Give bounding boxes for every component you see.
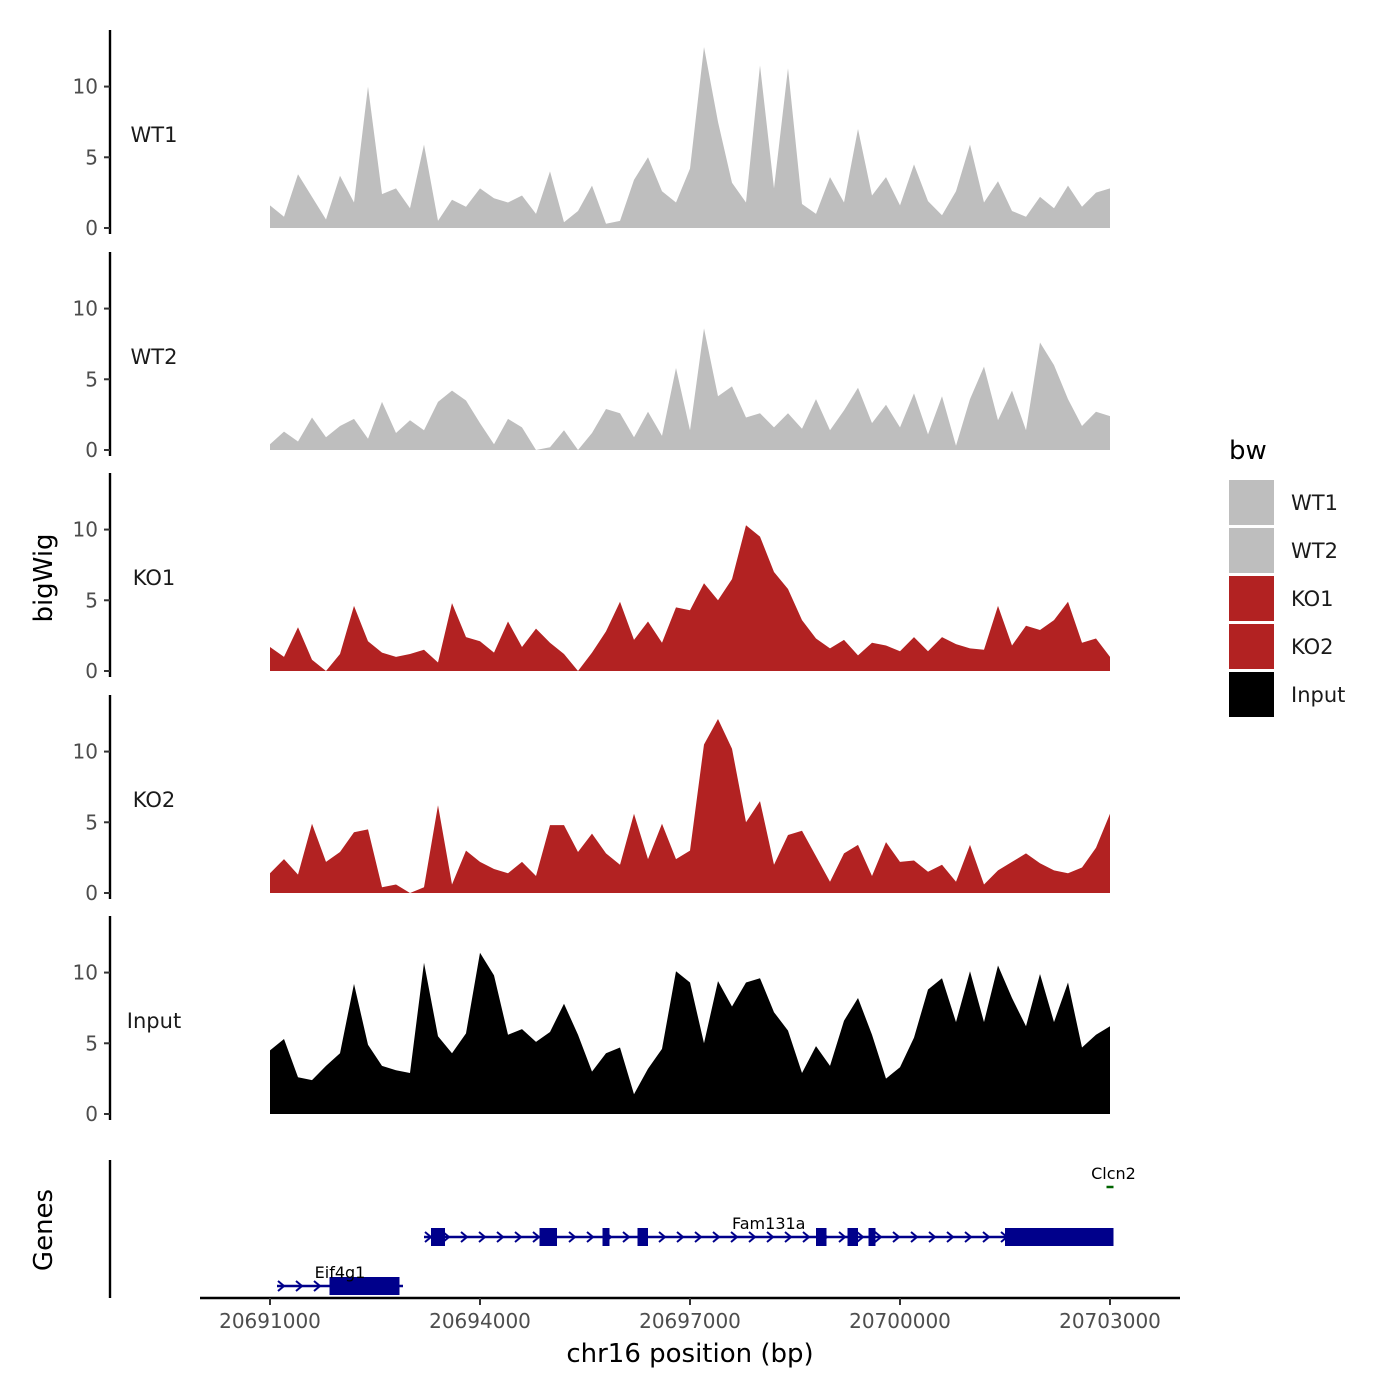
y-axis-title: bigWig <box>29 533 59 622</box>
strand-chevron <box>964 1231 973 1243</box>
y-tick-label: 0 <box>85 1102 98 1126</box>
x-tick-label: 20691000 <box>219 1309 321 1333</box>
gene-eif4g1: Eif4g1 <box>277 1263 403 1295</box>
legend-label-ko1: KO1 <box>1291 587 1334 611</box>
track-label-ko1: KO1 <box>133 566 176 590</box>
track-area-ko2 <box>270 719 1110 893</box>
genes-panel: Eif4g1 Fam131a Clcn2 <box>108 1160 1136 1298</box>
y-tick-label: 0 <box>85 881 98 905</box>
strand-chevron <box>277 1280 286 1292</box>
exon <box>539 1228 557 1246</box>
y-tick-label: 10 <box>73 961 98 985</box>
y-tick-label: 5 <box>85 145 98 169</box>
track-ko1: 0 5 10 KO1 <box>73 473 1110 683</box>
track-wt2: 0 5 10 WT2 <box>73 252 1110 462</box>
strand-chevron <box>748 1231 757 1243</box>
track-area-wt1 <box>270 47 1110 228</box>
strand-chevron <box>586 1231 595 1243</box>
track-wt1: 0 5 10 WT1 <box>73 30 1110 240</box>
strand-chevron <box>514 1231 523 1243</box>
strand-chevron <box>856 1231 865 1243</box>
track-ko2: 0 5 10 KO2 <box>73 695 1110 905</box>
gene-clcn2: Clcn2 <box>1091 1164 1136 1189</box>
y-tick-label: 0 <box>85 659 98 683</box>
strand-chevron <box>496 1231 505 1243</box>
strand-chevron <box>730 1231 739 1243</box>
exon <box>847 1228 858 1246</box>
exon <box>816 1228 827 1246</box>
track-label-input: Input <box>127 1009 181 1033</box>
strand-chevron <box>622 1231 631 1243</box>
strand-chevron <box>910 1231 919 1243</box>
gene-label-eif4g1: Eif4g1 <box>315 1263 366 1282</box>
x-tick-label: 20697000 <box>639 1309 741 1333</box>
legend-label-wt1: WT1 <box>1291 491 1338 515</box>
exon <box>868 1228 876 1246</box>
track-label-ko2: KO2 <box>133 788 176 812</box>
genes-axis-title: Genes <box>29 1189 59 1271</box>
gene-label-clcn2: Clcn2 <box>1091 1164 1136 1183</box>
x-axis-title: chr16 position (bp) <box>566 1339 813 1369</box>
legend-title: bw <box>1229 436 1267 466</box>
legend-key-input <box>1229 672 1274 717</box>
y-tick-label: 5 <box>85 367 98 391</box>
strand-chevron <box>460 1231 469 1243</box>
y-tick-label: 0 <box>85 438 98 462</box>
y-tick-label: 5 <box>85 810 98 834</box>
track-label-wt2: WT2 <box>131 345 178 369</box>
strand-chevron <box>784 1231 793 1243</box>
legend-key-wt1 <box>1229 480 1274 525</box>
track-input: 0 5 10 Input <box>73 916 1110 1126</box>
y-tick-label: 10 <box>73 75 98 99</box>
strand-chevron <box>874 1231 883 1243</box>
strand-chevron <box>568 1231 577 1243</box>
strand-chevron <box>313 1280 322 1292</box>
x-tick-label: 20700000 <box>849 1309 951 1333</box>
track-area-input <box>270 952 1110 1114</box>
y-tick-label: 10 <box>73 297 98 321</box>
strand-chevron <box>658 1231 667 1243</box>
legend-key-ko2 <box>1229 624 1274 669</box>
legend-key-ko1 <box>1229 576 1274 621</box>
strand-chevron <box>928 1231 937 1243</box>
legend-label-input: Input <box>1291 683 1345 707</box>
strand-chevron <box>766 1231 775 1243</box>
legend-label-wt2: WT2 <box>1291 539 1338 563</box>
track-area-ko1 <box>270 525 1110 671</box>
strand-chevron <box>694 1231 703 1243</box>
strand-chevron <box>712 1231 721 1243</box>
strand-chevron <box>478 1231 487 1243</box>
strand-chevron <box>892 1231 901 1243</box>
strand-chevron <box>295 1280 304 1292</box>
strand-chevron <box>838 1231 847 1243</box>
x-tick-label: 20694000 <box>429 1309 531 1333</box>
x-axis: 20691000 20694000 20697000 20700000 20703000 <box>200 1296 1180 1333</box>
exon <box>1005 1228 1114 1246</box>
track-label-wt1: WT1 <box>131 123 178 147</box>
legend: bw WT1 WT2 KO1 KO2 Input <box>1229 436 1345 717</box>
y-tick-label: 0 <box>85 216 98 240</box>
bigwig-panels: 0 5 10 WT1 0 5 10 WT2 0 5 10 KO1 0 5 10 KO2 0 5 10 Input <box>73 30 1110 1126</box>
exon <box>637 1228 648 1246</box>
y-tick-label: 10 <box>73 518 98 542</box>
strand-chevron <box>676 1231 685 1243</box>
gene-label-fam131a: Fam131a <box>732 1214 805 1233</box>
legend-key-wt2 <box>1229 528 1274 573</box>
strand-chevron <box>982 1231 991 1243</box>
exon <box>602 1228 610 1246</box>
exon <box>431 1228 445 1246</box>
y-tick-label: 5 <box>85 1031 98 1055</box>
legend-label-ko2: KO2 <box>1291 635 1334 659</box>
strand-chevron <box>946 1231 955 1243</box>
track-area-wt2 <box>270 328 1110 450</box>
strand-chevron <box>802 1231 811 1243</box>
exon <box>329 1277 400 1295</box>
gene-fam131a: Fam131a <box>424 1214 1114 1246</box>
y-tick-label: 10 <box>73 740 98 764</box>
strand-chevron <box>532 1231 541 1243</box>
y-tick-label: 5 <box>85 588 98 612</box>
x-tick-label: 20703000 <box>1059 1309 1161 1333</box>
